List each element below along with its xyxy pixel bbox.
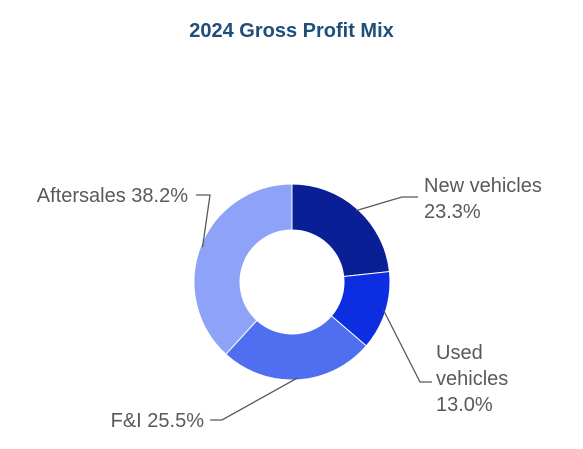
- chart-title: 2024 Gross Profit Mix: [189, 20, 394, 42]
- label-used-vehicles: Used vehicles 13.0%: [436, 342, 508, 416]
- slice-new-vehicles: [291, 183, 390, 278]
- slice-f-and-i: [225, 315, 368, 381]
- label-aftersales: Aftersales 38.2%: [37, 185, 188, 207]
- leader-line-aftersales: [196, 194, 211, 248]
- label-f-and-i: F&I 25.5%: [111, 410, 205, 432]
- leader-line-used-vehicles: [383, 310, 432, 383]
- label-new-vehicles: New vehicles 23.3%: [424, 175, 542, 223]
- slice-aftersales: [193, 183, 293, 355]
- leader-line-new-vehicles: [355, 196, 418, 212]
- leader-line-f-and-i: [210, 377, 299, 421]
